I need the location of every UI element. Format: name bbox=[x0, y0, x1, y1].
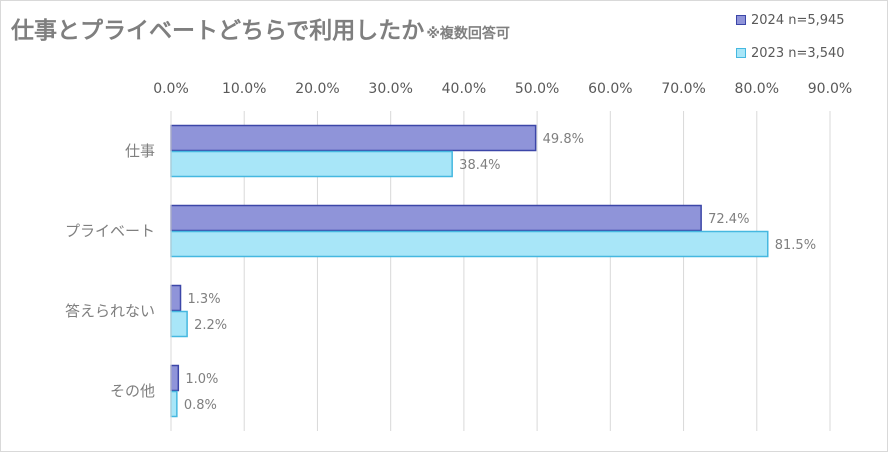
x-tick-label: 50.0% bbox=[515, 81, 559, 97]
category-label: その他 bbox=[110, 382, 155, 400]
bar bbox=[170, 310, 188, 338]
x-tick-label: 30.0% bbox=[368, 81, 412, 97]
bar bbox=[170, 230, 769, 258]
legend-item-2023: 2023 n=3,540 bbox=[736, 44, 845, 62]
category-label: 仕事 bbox=[125, 142, 155, 160]
x-tick-label: 40.0% bbox=[442, 81, 486, 97]
bar bbox=[170, 124, 537, 152]
x-tick-label: 60.0% bbox=[588, 81, 632, 97]
x-tick-label: 90.0% bbox=[808, 81, 852, 97]
bar bbox=[170, 150, 453, 178]
category-label: 答えられない bbox=[65, 302, 155, 320]
data-label: 81.5% bbox=[775, 238, 816, 253]
legend: 2024 n=5,945 2023 n=3,540 bbox=[736, 11, 845, 77]
category-label: プライベート bbox=[65, 222, 155, 240]
bar bbox=[170, 204, 702, 232]
data-label: 49.8% bbox=[543, 132, 584, 147]
bar bbox=[170, 390, 178, 418]
x-tick-label: 20.0% bbox=[295, 81, 339, 97]
data-label: 1.3% bbox=[188, 292, 221, 307]
chart-title: 仕事とプライベートどちらで利用したか ※複数回答可 bbox=[11, 11, 510, 45]
bar bbox=[170, 284, 182, 312]
chart-title-text: 仕事とプライベートどちらで利用したか bbox=[11, 18, 425, 44]
x-tick-label: 80.0% bbox=[735, 81, 779, 97]
legend-label-2023: 2023 n=3,540 bbox=[751, 45, 845, 61]
legend-swatch-2024 bbox=[736, 15, 746, 25]
x-tick-label: 10.0% bbox=[222, 81, 266, 97]
bar bbox=[170, 364, 180, 392]
data-label: 2.2% bbox=[194, 318, 227, 333]
chart-title-note: ※複数回答可 bbox=[426, 26, 510, 42]
x-tick-label: 0.0% bbox=[153, 81, 189, 97]
legend-item-2024: 2024 n=5,945 bbox=[736, 11, 845, 29]
data-label: 1.0% bbox=[185, 372, 218, 387]
data-label: 38.4% bbox=[459, 158, 500, 173]
data-label: 0.8% bbox=[184, 398, 217, 413]
x-tick-label: 70.0% bbox=[661, 81, 705, 97]
data-label: 72.4% bbox=[708, 212, 749, 227]
legend-swatch-2023 bbox=[736, 48, 746, 58]
legend-label-2024: 2024 n=5,945 bbox=[751, 12, 845, 28]
